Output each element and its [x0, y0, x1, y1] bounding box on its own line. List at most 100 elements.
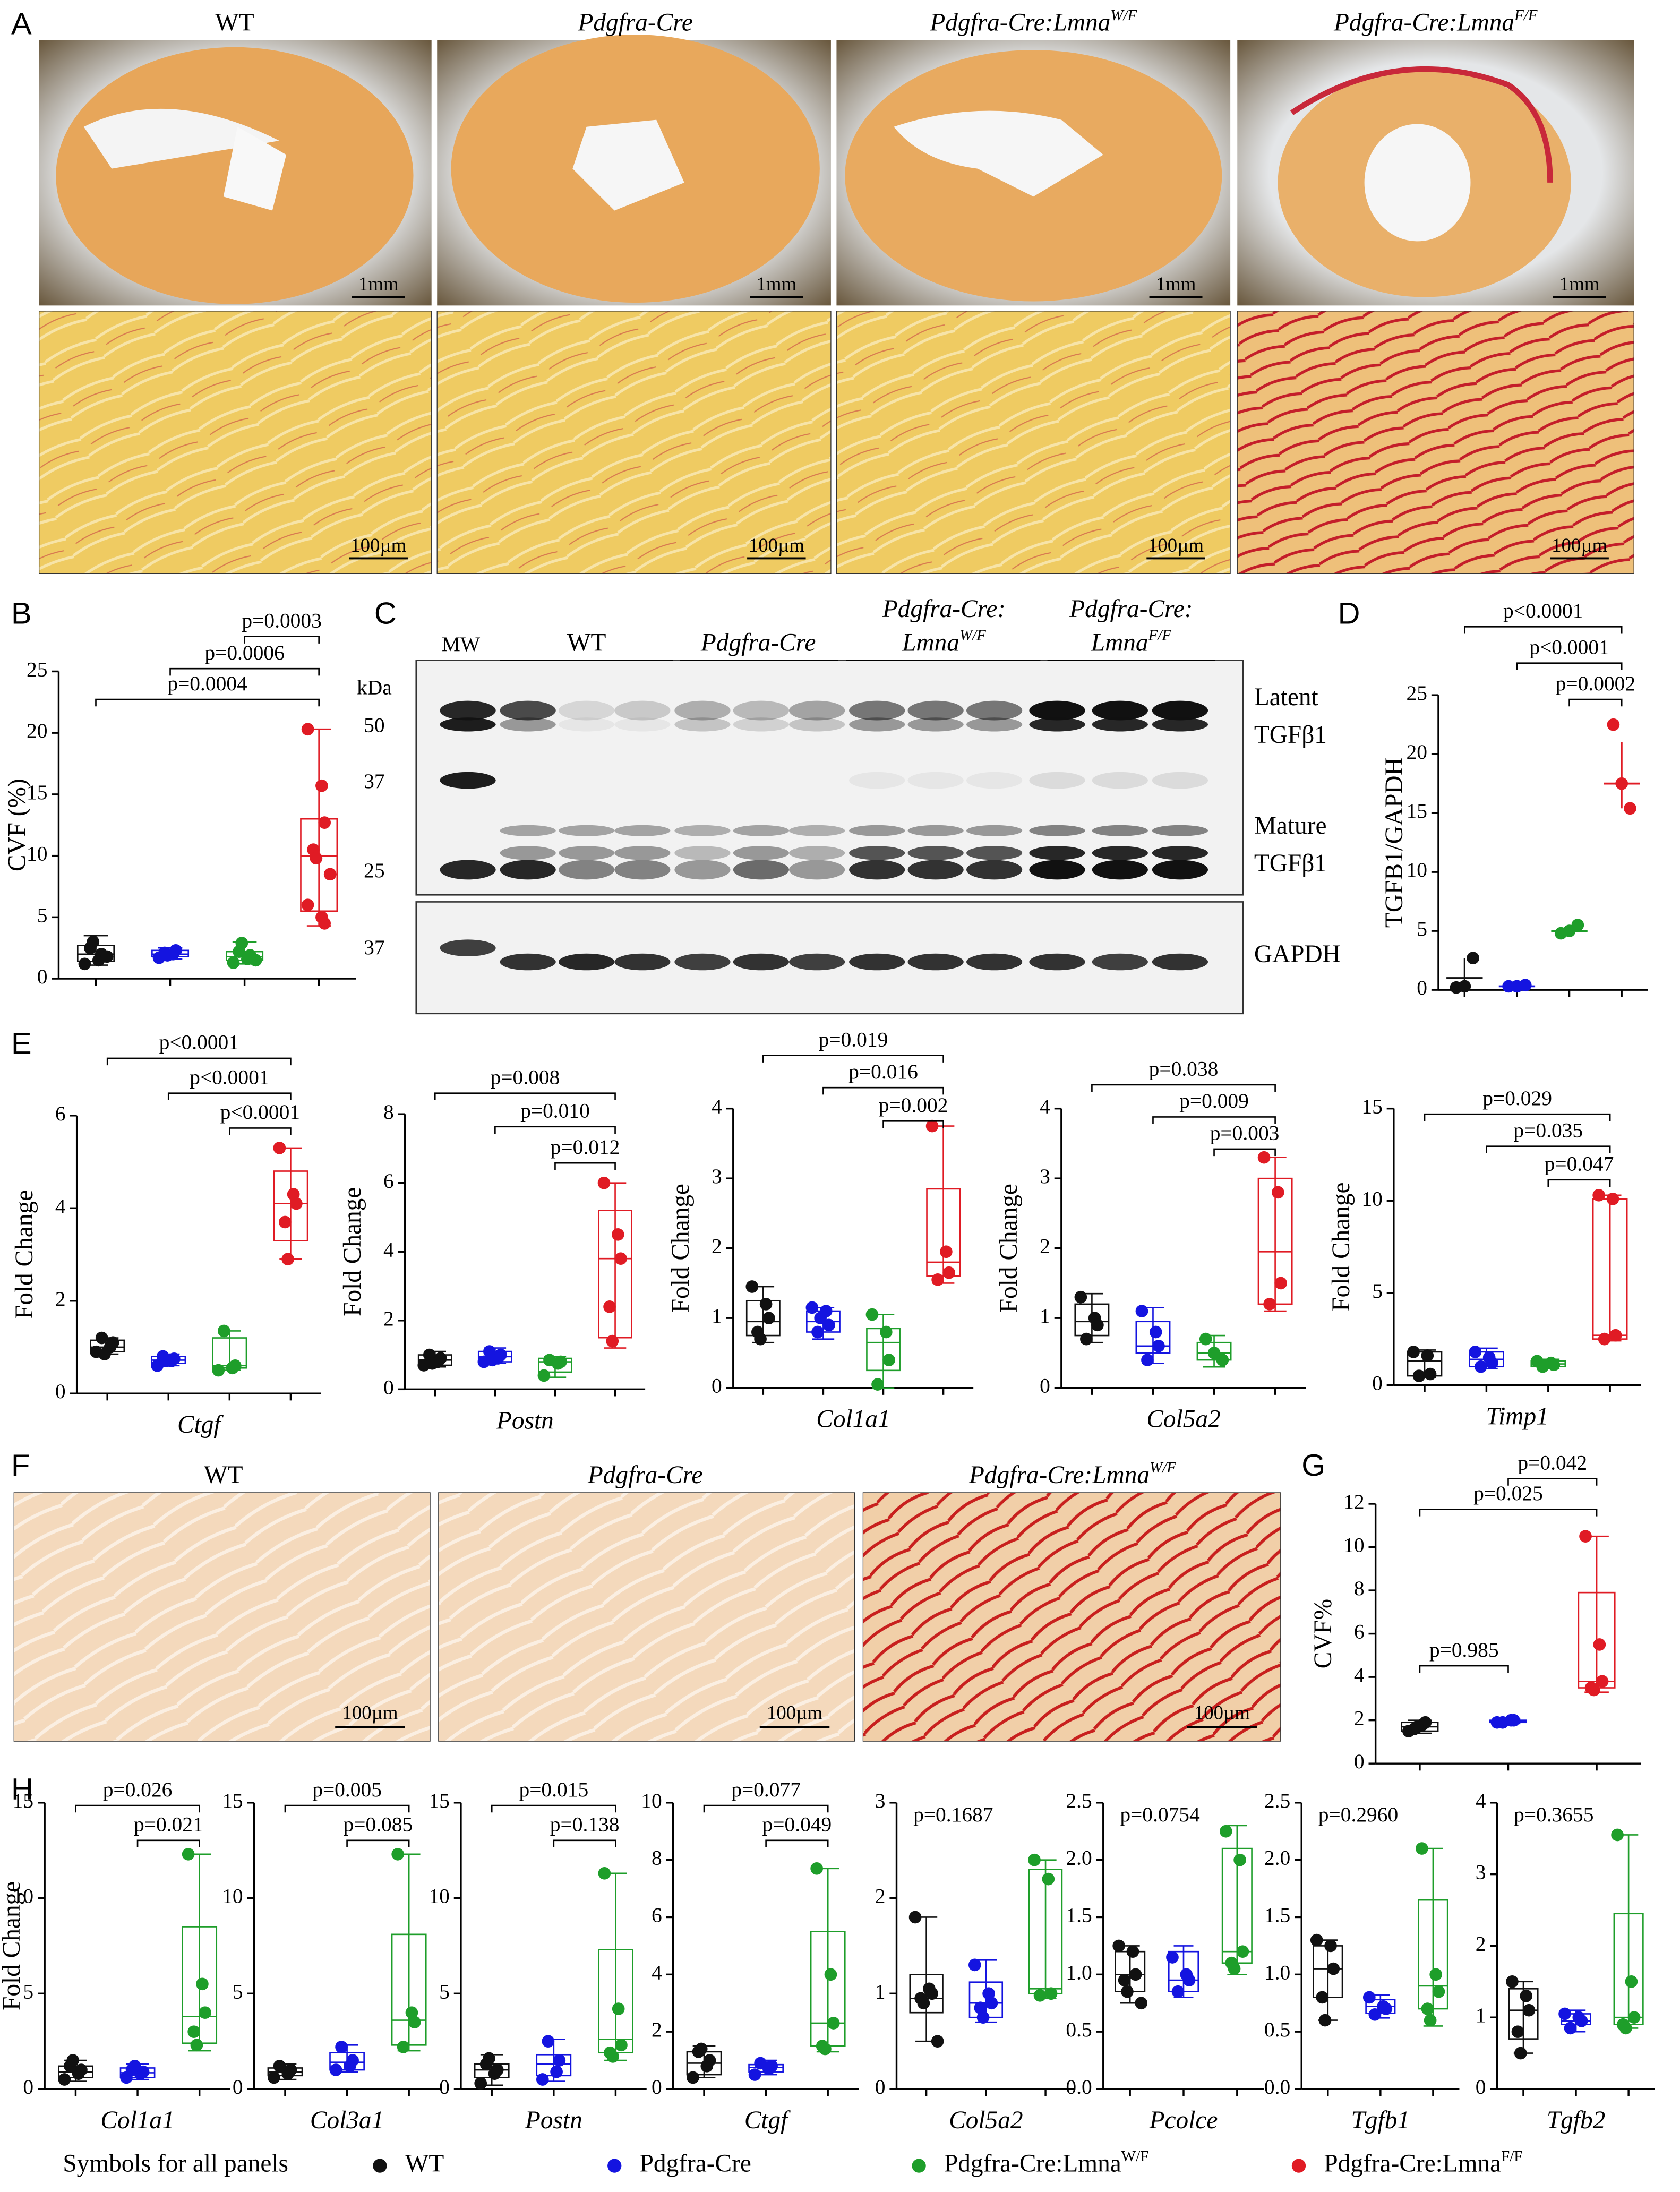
panel-c-western-blot: MW WT Pdgfra-Cre Pdgfra-Cre: LmnaW/F Pdg…: [357, 595, 1341, 1015]
y-tick-label: 0: [1354, 1750, 1365, 1773]
blot-band: [500, 825, 556, 836]
data-point: [249, 954, 262, 967]
y-tick-label: 6: [55, 1102, 66, 1125]
chart: 0 1 2 3 4 Fold Change Col5a2 p=0.003 p=0.009 p=0.…: [995, 1057, 1306, 1433]
data-point: [976, 2011, 990, 2024]
chart: 0 5 10 15 Fold Change Timp1 p=0.047 p=0.035 p=0.…: [1327, 1086, 1641, 1430]
data-point: [1407, 1346, 1420, 1358]
significance-bracket: [494, 1126, 616, 1134]
data-point: [301, 723, 314, 736]
panel-label: G: [1301, 1449, 1325, 1483]
data-point: [598, 1866, 611, 1880]
micrograph-title: Pdgfra-Cre:LmnaW/F: [929, 7, 1137, 37]
p-value: p<0.0001: [1529, 635, 1609, 658]
blot-band: [1152, 772, 1208, 789]
data-point: [1118, 1974, 1131, 1987]
p-value: p=0.138: [550, 1813, 620, 1836]
blot-band: [789, 825, 845, 836]
blot-band: [907, 846, 964, 860]
data-point: [1316, 1991, 1329, 2004]
data-point: [1598, 1332, 1611, 1346]
y-tick-label: 15: [428, 1789, 449, 1812]
y-tick-label: 0: [875, 2075, 886, 2099]
blot-band: [1152, 700, 1208, 721]
group-label: Pdgfra-Cre:: [882, 595, 1006, 623]
blot-band: [440, 700, 496, 721]
y-axis-label: TGFB1/GAPDH: [1381, 757, 1408, 928]
blot-band: [907, 825, 964, 836]
p-value: p=0.042: [1518, 1451, 1587, 1474]
data-point: [405, 2006, 418, 2019]
significance-bracket: [244, 636, 320, 644]
blot-band: [614, 825, 671, 836]
significance-bracket: [1091, 1084, 1276, 1092]
data-point: [273, 2060, 286, 2073]
data-point: [1379, 2002, 1393, 2015]
significance-bracket: [1507, 1478, 1598, 1486]
legend-name: Pdgfra-Cre:Lmna: [944, 2150, 1121, 2178]
group-sup: W/F: [959, 627, 986, 644]
scale-label: 100µm: [350, 534, 406, 556]
data-point: [1135, 1305, 1148, 1317]
blot-band: [1029, 717, 1085, 732]
data-point: [491, 2063, 504, 2076]
scale-label: 100µm: [342, 1702, 398, 1724]
blot-band: [440, 717, 496, 732]
y-tick-label: 15: [1361, 1095, 1382, 1118]
blot-band: [907, 953, 964, 971]
title-text: Pdgfra-Cre:Lmna: [929, 9, 1110, 37]
blot-band: [966, 717, 1023, 732]
data-point: [1519, 979, 1532, 992]
p-value: p=0.003: [1210, 1121, 1280, 1145]
blot-band: [1029, 825, 1085, 836]
box: [273, 1170, 308, 1241]
data-point: [1129, 1968, 1142, 1981]
chart: 0 1 2 3 4 Tgfb2 p=0.3655: [1476, 1789, 1655, 2134]
data-point: [811, 1325, 824, 1339]
heart-section: [39, 35, 1634, 306]
panel-a: WT Pdgfra-Cre Pdgfra-Cre:LmnaW/F Pdgfra-…: [38, 7, 1634, 575]
data-point: [1571, 919, 1584, 931]
micrograph-title: WT: [215, 9, 254, 37]
data-point: [1126, 1945, 1139, 1958]
x-axis-label: Col3a1: [310, 2107, 384, 2134]
data-point: [824, 1968, 837, 1981]
blot-band: [733, 825, 790, 836]
data-point: [1469, 1346, 1482, 1358]
p-value: p=0.015: [519, 1778, 588, 1801]
data-point: [1033, 1989, 1047, 2002]
data-point: [942, 1266, 955, 1279]
data-point: [1236, 1945, 1249, 1958]
significance-bracket: [882, 1120, 944, 1128]
data-point: [1412, 1369, 1426, 1382]
micrograph-title: Pdgfra-Cre:LmnaW/F: [968, 1459, 1176, 1489]
blot-band: [559, 953, 615, 971]
significance-bracket: [169, 667, 320, 676]
data-point: [1274, 1277, 1287, 1290]
significance-bracket: [1424, 1113, 1611, 1121]
y-tick-label: 3: [712, 1165, 722, 1188]
blot-band: [789, 846, 845, 860]
blot-band: [559, 860, 615, 880]
blot-band: [1029, 860, 1085, 880]
data-point: [819, 2042, 832, 2056]
p-value: p=0.038: [1149, 1057, 1219, 1081]
data-point: [1486, 1356, 1498, 1369]
y-tick-label: 4: [55, 1194, 66, 1218]
data-point: [58, 2073, 71, 2086]
data-point: [1112, 1939, 1125, 1953]
blot-band: [789, 717, 845, 732]
data-point: [301, 898, 314, 912]
y-tick-label: 6: [1354, 1620, 1365, 1643]
micrograph-title: Pdgfra-Cre:LmnaF/F: [1333, 7, 1538, 37]
significance-bracket: [136, 1839, 200, 1847]
data-point: [1575, 2015, 1588, 2027]
data-point: [1368, 2008, 1382, 2021]
blot-band: [614, 717, 671, 732]
blot-band: [559, 825, 615, 836]
fibrosis-micrograph: [38, 311, 1634, 575]
significance-bracket: [284, 1804, 410, 1813]
blot-band: [674, 825, 731, 836]
